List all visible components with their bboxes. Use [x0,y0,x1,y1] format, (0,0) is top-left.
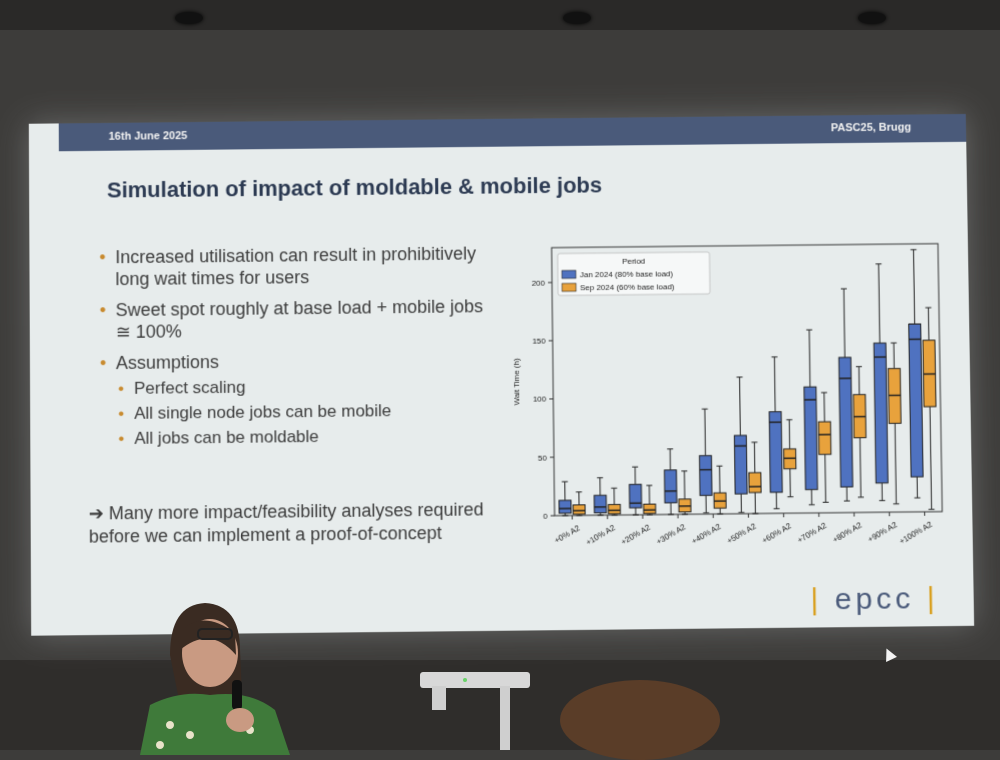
sub-bullet-text: Perfect scaling [134,378,246,398]
x-tick-label: +10% A2 [584,523,617,548]
logo-bar-right: | [927,582,939,615]
logo-text: epcc [835,582,915,616]
ceiling-light [563,12,591,24]
slide-venue: PASC25, Brugg [831,122,911,135]
whisker-lower [825,454,826,502]
whisker-upper [928,308,929,341]
projected-slide: 16th June 2025 PASC25, Brugg Simulation … [29,114,974,636]
speaker-silhouette [140,595,290,755]
x-tick-label: +20% A2 [620,522,653,547]
sub-bullet-text: All jobs can be moldable [134,427,319,448]
box-rect [699,456,711,496]
box-rect [608,504,620,513]
slide-title: Simulation of impact of moldable & mobil… [107,172,602,203]
audience-head [560,680,720,760]
x-tick-label: +40% A2 [690,522,723,547]
sub-bullet-item: • All single node jobs can be mobile [118,399,490,425]
x-tick-label: +80% A2 [831,520,864,545]
box-rect [839,357,853,487]
boxplot-chart: 0 50 100 150 200 Wait Time (h) +0% A2+10% A2+2… [484,234,949,579]
y-tick-label: 100 [533,395,547,404]
legend-swatch [562,270,576,278]
legend-swatch [562,283,576,291]
whisker-upper [740,377,741,435]
box-rect [594,495,606,513]
box-rect [644,504,656,513]
sub-bullet-item: • Perfect scaling [118,374,490,400]
whisker-lower [895,423,896,504]
bullet-item: • Increased utilisation can result in pr… [99,242,489,290]
x-tick-label: +70% A2 [796,521,829,546]
lectern-light [420,672,535,750]
slide-date: 16th June 2025 [109,130,188,143]
bullet-icon: • [99,246,105,268]
bullet-item: • Assumptions [100,348,490,374]
x-tick-label: +60% A2 [761,521,794,546]
whisker-upper [774,357,775,412]
whisker-upper [705,409,706,456]
box-rect [749,473,761,493]
box-rect [769,412,782,493]
box-rect [804,387,817,490]
box-rect [819,422,831,455]
y-tick-label: 150 [532,337,546,346]
slide-header: 16th June 2025 PASC25, Brugg [59,114,967,151]
y-axis-label: Wait Time (h) [512,358,522,406]
box-rect [629,484,641,507]
legend-label: Sep 2024 (60% base load) [580,282,675,292]
legend-label: Jan 2024 (80% base load) [580,269,674,279]
y-tick-label: 0 [543,512,548,521]
whisker-upper [914,250,915,324]
x-tick-label: +90% A2 [866,520,899,545]
bullet-text: Sweet spot roughly at base load + mobile… [116,296,484,342]
sub-bullet-item: • All jobs can be moldable [118,424,490,450]
box-rect [664,470,676,503]
bullet-item: • Sweet spot roughly at base load + mobi… [100,295,490,343]
x-tick-label: +30% A2 [655,522,688,547]
bullet-list: • Increased utilisation can result in pr… [99,242,490,453]
x-tick-label: +50% A2 [725,521,758,546]
bullet-icon: • [118,403,124,425]
bullet-icon: • [100,299,106,321]
bullet-icon: • [100,352,106,374]
box-rect [734,435,747,494]
bullet-text: Increased utilisation can result in proh… [115,243,476,289]
box-rect [909,324,923,477]
sub-bullet-text: All single node jobs can be mobile [134,401,391,423]
x-tick-label: +100% A2 [898,519,935,546]
whisker-lower [930,407,932,510]
whisker-upper [879,264,880,343]
bullet-icon: • [118,378,124,400]
whisker-upper [809,330,810,387]
bullet-icon: • [118,428,124,450]
bullet-text: Assumptions [116,352,219,373]
whisker-lower [860,438,861,498]
ceiling-light [175,12,203,24]
ceiling-light [858,12,886,24]
y-tick-label: 50 [538,453,548,462]
epcc-logo: | epcc | [810,582,939,618]
legend-title: Period [622,257,645,266]
box-rect [573,505,585,514]
room-ceiling [0,0,1000,30]
logo-bar-left: | [810,583,822,616]
whisker-upper [844,289,845,358]
x-tick-label: +0% A2 [553,523,582,545]
box-rect [874,343,888,483]
box-rect [559,500,571,513]
y-tick-label: 200 [532,279,546,288]
conclusion-text: ➔ Many more impact/feasibility analyses … [89,498,490,548]
